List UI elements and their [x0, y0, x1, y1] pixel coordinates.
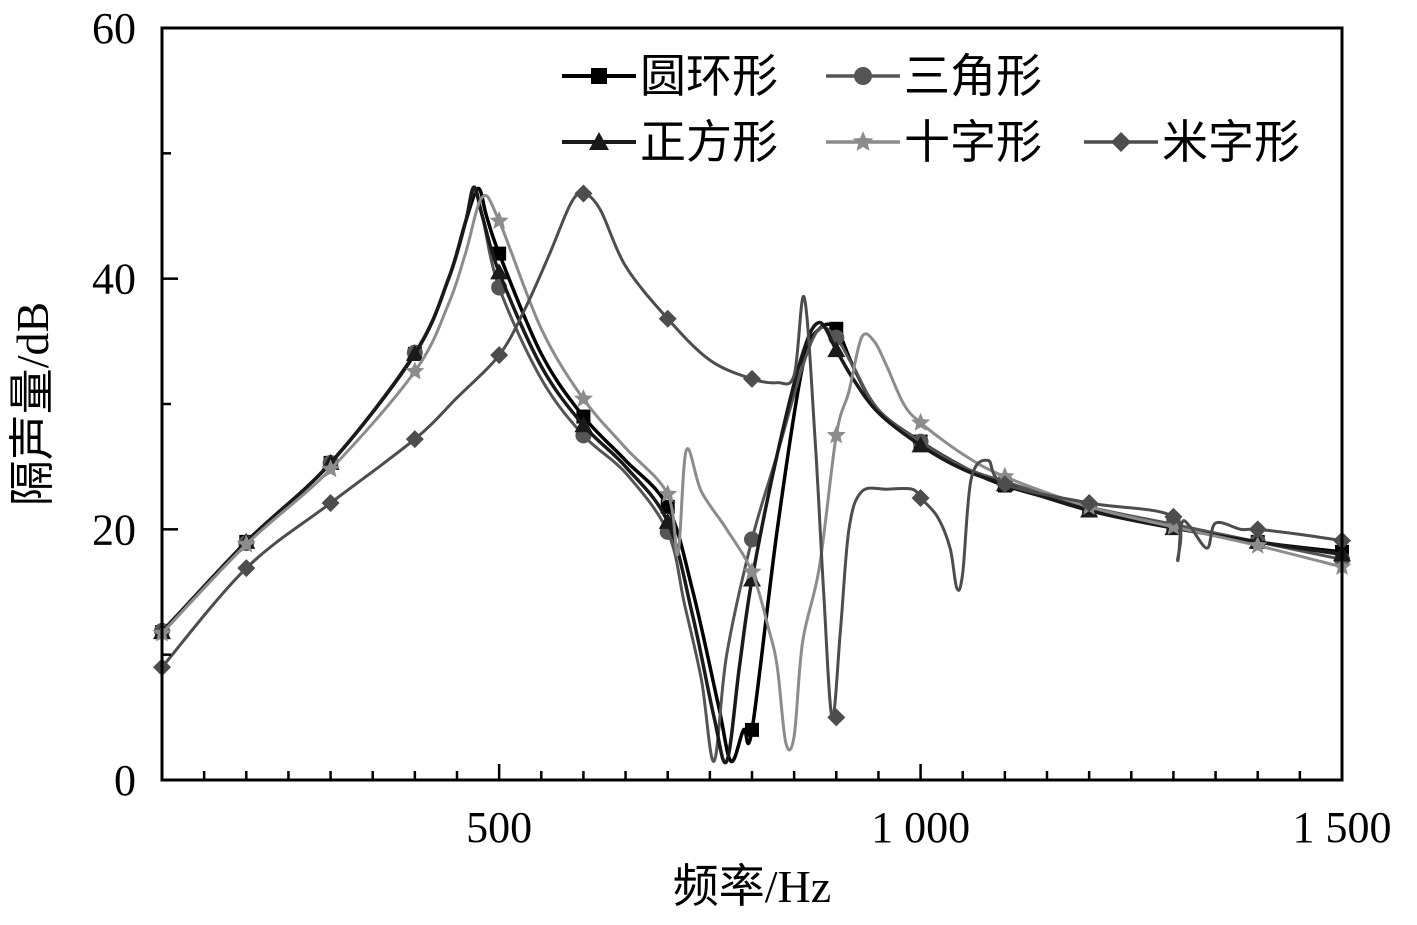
data-point-diamond — [743, 369, 761, 388]
data-point-diamond — [405, 430, 424, 449]
data-point-triangle — [405, 344, 424, 361]
legend-item: 正方形 — [562, 117, 778, 168]
x-axis-title: 频率/Hz — [673, 861, 831, 912]
data-point-star — [911, 412, 931, 431]
data-point-square — [492, 246, 507, 261]
x-tick-label: 500 — [466, 803, 532, 852]
series-line — [160, 185, 1344, 765]
series-layer — [152, 184, 1352, 765]
legend-item: 三角形 — [826, 51, 1042, 102]
series-line — [160, 186, 1344, 764]
data-point-triangle — [658, 512, 677, 529]
data-point-circle — [744, 531, 760, 548]
legend-label: 三角形 — [904, 51, 1042, 102]
legend-item: 圆环形 — [562, 51, 778, 102]
legend-marker-triangle — [589, 132, 609, 150]
y-tick-label: 0 — [114, 756, 136, 805]
data-point-diamond — [658, 309, 677, 328]
data-point-triangle — [827, 341, 846, 358]
legend-label: 十字形 — [904, 117, 1042, 168]
legend-item: 米字形 — [1084, 117, 1300, 168]
legend-label: 圆环形 — [640, 51, 778, 102]
series-2 — [154, 189, 1350, 763]
data-point-diamond — [1248, 520, 1267, 539]
data-point-diamond — [321, 494, 340, 513]
data-point-star — [658, 484, 678, 503]
y-tick-label: 60 — [92, 4, 136, 53]
y-tick-label: 20 — [92, 505, 136, 554]
ticks-layer — [162, 26, 1344, 780]
data-point-star — [321, 459, 341, 478]
data-point-diamond — [490, 346, 509, 365]
data-point-star — [236, 534, 256, 553]
data-point-star — [489, 211, 509, 230]
series-line — [160, 189, 1344, 763]
x-tick-label: 1 500 — [1293, 803, 1392, 852]
series-line — [160, 191, 1344, 719]
data-point-diamond — [237, 559, 256, 578]
legend-marker-star — [852, 131, 874, 151]
data-point-diamond — [995, 475, 1014, 494]
data-point-star — [742, 561, 762, 581]
data-point-triangle — [490, 263, 509, 280]
y-tick-label: 40 — [92, 255, 136, 304]
legend-label: 正方形 — [640, 117, 778, 168]
data-point-star — [826, 425, 846, 444]
data-point-star — [1163, 516, 1183, 535]
series-line — [160, 194, 1344, 752]
data-point-square — [745, 722, 759, 737]
legend-label: 米字形 — [1162, 117, 1300, 168]
legend-marker-circle — [854, 67, 872, 85]
data-point-triangle — [911, 436, 930, 453]
y-axis-title: 隔声量/dB — [7, 302, 58, 506]
data-point-diamond — [911, 489, 930, 507]
x-tick-label: 1 000 — [871, 803, 970, 852]
series-5 — [153, 184, 1351, 727]
data-point-star — [573, 388, 593, 408]
legend-item: 十字形 — [826, 117, 1042, 168]
legend-marker-diamond — [1111, 132, 1131, 152]
data-point-diamond — [827, 708, 846, 727]
tick-labels: 500 1 000 1 500 0 20 40 60 — [92, 4, 1392, 852]
data-point-triangle — [574, 416, 593, 433]
data-point-diamond — [1080, 494, 1099, 513]
legend-marker-square — [591, 68, 607, 84]
data-point-star — [405, 361, 425, 380]
data-point-star — [1248, 535, 1268, 554]
data-point-diamond — [574, 184, 593, 203]
data-point-diamond — [1164, 507, 1183, 526]
series-4 — [152, 194, 1352, 752]
